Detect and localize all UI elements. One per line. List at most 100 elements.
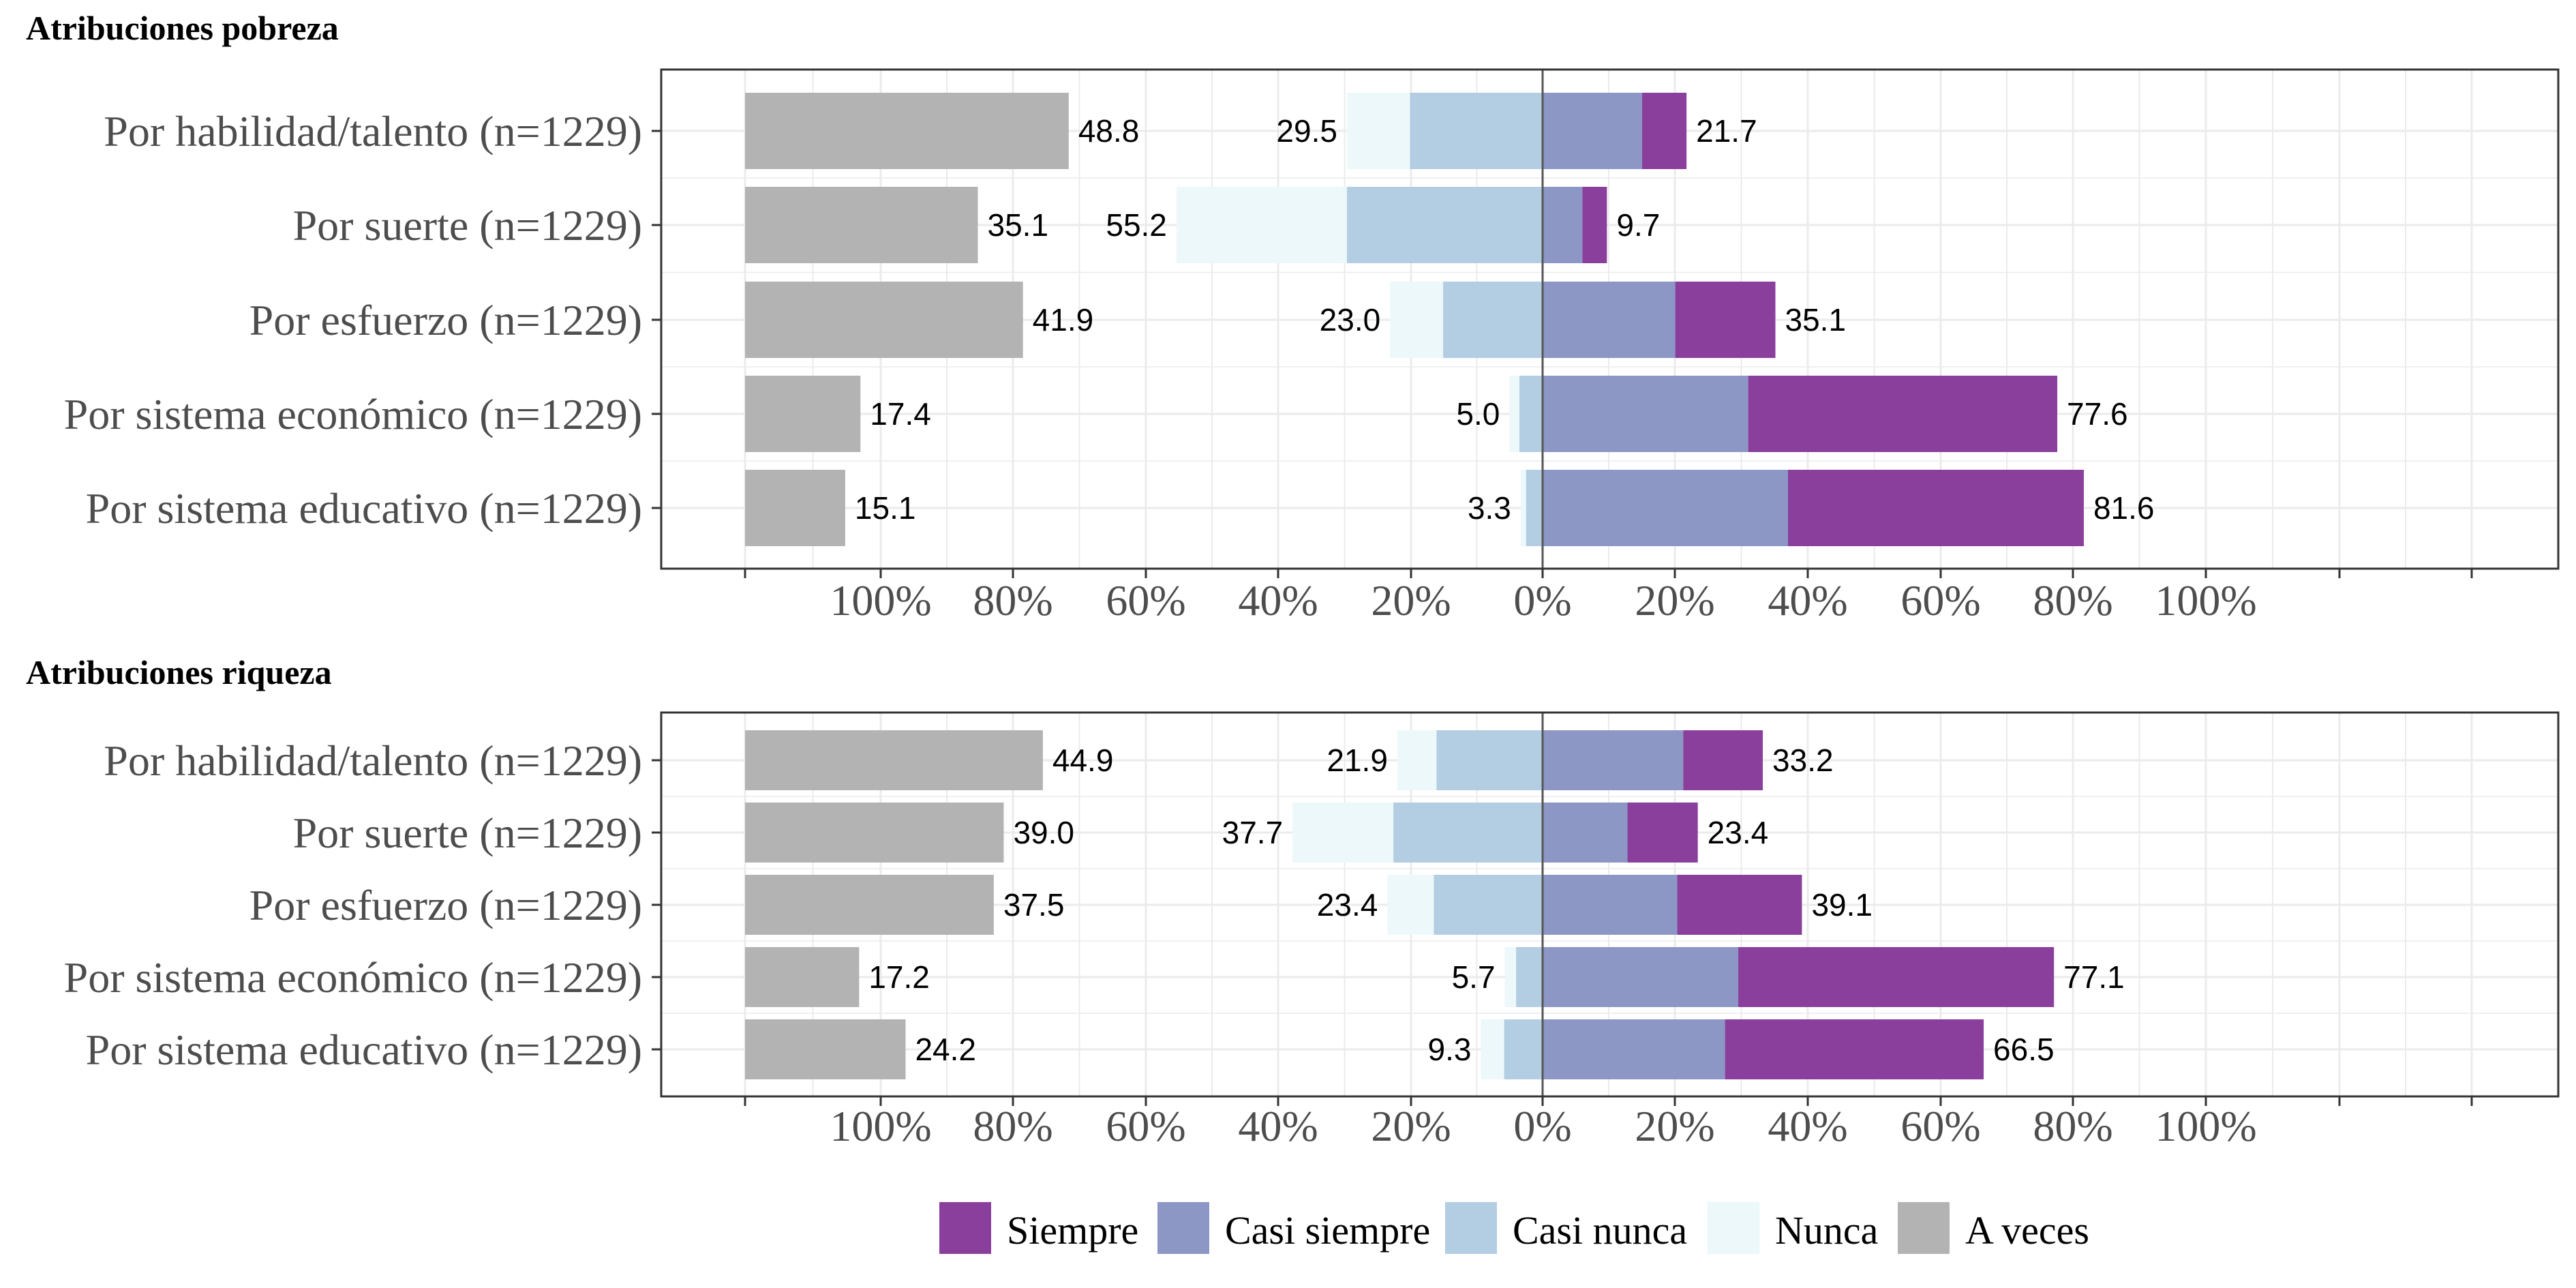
category-label: Por esfuerzo (n=1229) bbox=[249, 881, 642, 929]
legend-label: Casi nunca bbox=[1513, 1208, 1687, 1253]
panel-title: Atribuciones riqueza bbox=[26, 653, 332, 691]
value-label-positive: 77.6 bbox=[2067, 396, 2128, 432]
value-label-negative: 23.4 bbox=[1317, 887, 1378, 923]
category-label: Por habilidad/talento (n=1229) bbox=[104, 107, 642, 155]
value-label-negative: 55.2 bbox=[1106, 207, 1167, 243]
legend-swatch bbox=[1898, 1202, 1950, 1254]
category-label: Por sistema económico (n=1229) bbox=[64, 390, 642, 438]
x-tick-label: 20% bbox=[1371, 576, 1451, 625]
legend-swatch bbox=[1445, 1202, 1497, 1254]
bar-casi-siempre bbox=[1543, 1019, 1725, 1079]
x-tick-label: 80% bbox=[973, 1102, 1052, 1150]
x-tick-label: 80% bbox=[2033, 576, 2112, 625]
legend-label: Casi siempre bbox=[1225, 1208, 1430, 1253]
bar-casi-siempre bbox=[1543, 730, 1684, 790]
value-label-neutral: 24.2 bbox=[915, 1032, 976, 1067]
bar-nunca bbox=[1176, 187, 1347, 263]
bar-nunca bbox=[1390, 282, 1444, 358]
bar-nunca bbox=[1509, 376, 1519, 452]
x-axis-ticks-layer: 100% 80% 60% 40% 20% 0% 20% 40% 60% 80% 100% bbox=[744, 1096, 2473, 1150]
x-tick-label: 40% bbox=[1768, 1102, 1847, 1150]
bar-nunca bbox=[1481, 1019, 1504, 1079]
value-label-positive: 9.7 bbox=[1616, 207, 1660, 243]
legend-swatch bbox=[1157, 1202, 1209, 1254]
bars-layer bbox=[660, 711, 2560, 1098]
x-tick-label: 40% bbox=[1238, 1102, 1318, 1150]
bar-a-veces bbox=[745, 470, 845, 546]
bar-casi-nunca bbox=[1519, 376, 1543, 452]
category-label: Por suerte (n=1229) bbox=[293, 809, 642, 857]
value-label-negative: 3.3 bbox=[1468, 490, 1511, 526]
x-tick-label: 20% bbox=[1371, 1102, 1451, 1150]
bar-casi-siempre bbox=[1543, 803, 1628, 863]
value-label-negative: 5.0 bbox=[1456, 396, 1500, 432]
bar-a-veces bbox=[745, 1019, 906, 1079]
bar-nunca bbox=[1397, 730, 1437, 790]
panel-pobreza: Atribuciones pobreza 21.7 29.5 48.8 9.7 55.2… bbox=[26, 9, 2560, 625]
bar-casi-nunca bbox=[1504, 1019, 1543, 1079]
value-label-negative: 37.7 bbox=[1222, 815, 1284, 850]
x-tick-label: 20% bbox=[1635, 576, 1714, 625]
bar-siempre bbox=[1627, 803, 1698, 863]
bar-nunca bbox=[1346, 93, 1410, 169]
x-tick-label: 0% bbox=[1513, 576, 1571, 625]
panel-riqueza: Atribuciones riqueza 33.2 21.9 44.9 23.4 37.… bbox=[26, 653, 2560, 1150]
bar-casi-siempre bbox=[1543, 282, 1676, 358]
bars-layer bbox=[660, 68, 2560, 570]
bar-siempre bbox=[1738, 947, 2055, 1007]
category-label: Por habilidad/talento (n=1229) bbox=[104, 736, 642, 785]
value-label-neutral: 17.4 bbox=[870, 396, 931, 432]
x-tick-label: 100% bbox=[2155, 576, 2256, 625]
value-label-negative: 21.9 bbox=[1327, 743, 1388, 778]
bar-siempre bbox=[1748, 376, 2058, 452]
x-tick-label: 80% bbox=[973, 576, 1052, 625]
bar-a-veces bbox=[745, 803, 1004, 863]
legend-swatch bbox=[1707, 1201, 1760, 1255]
bar-siempre bbox=[1788, 470, 2084, 546]
bar-casi-nunca bbox=[1410, 93, 1543, 169]
bar-siempre bbox=[1725, 1019, 1984, 1079]
legend-label: Nunca bbox=[1775, 1208, 1878, 1253]
category-label: Por sistema educativo (n=1229) bbox=[86, 484, 642, 533]
bar-casi-nunca bbox=[1516, 947, 1543, 1007]
x-tick-label: 100% bbox=[830, 1102, 931, 1150]
value-label-neutral: 35.1 bbox=[988, 207, 1049, 243]
bar-a-veces bbox=[745, 875, 994, 935]
value-label-positive: 21.7 bbox=[1696, 113, 1757, 149]
bar-casi-siempre bbox=[1543, 93, 1642, 169]
value-label-negative: 9.3 bbox=[1428, 1032, 1472, 1067]
bar-casi-siempre bbox=[1543, 875, 1678, 935]
x-axis-ticks-layer: 100% 80% 60% 40% 20% 0% 20% 40% 60% 80% 100% bbox=[744, 569, 2473, 625]
category-label: Por suerte (n=1229) bbox=[293, 201, 642, 250]
bar-a-veces bbox=[745, 947, 860, 1007]
bar-siempre bbox=[1683, 730, 1763, 790]
category-label: Por esfuerzo (n=1229) bbox=[249, 296, 642, 344]
bar-casi-nunca bbox=[1434, 875, 1543, 935]
x-tick-label: 80% bbox=[2033, 1102, 2112, 1150]
bar-siempre bbox=[1675, 282, 1776, 358]
bar-nunca bbox=[1504, 947, 1517, 1007]
legend-swatch bbox=[939, 1202, 991, 1254]
value-label-positive: 23.4 bbox=[1708, 815, 1769, 850]
value-label-positive: 81.6 bbox=[2093, 490, 2155, 526]
value-labels-layer: 33.2 21.9 44.9 23.4 37.7 39.0 39.1 23.4 37.5 77.1… bbox=[868, 743, 2124, 1067]
bar-casi-siempre bbox=[1543, 376, 1748, 452]
legend-label: Siempre bbox=[1007, 1208, 1138, 1253]
value-label-neutral: 48.8 bbox=[1078, 113, 1140, 149]
value-label-positive: 66.5 bbox=[1993, 1032, 2055, 1067]
value-label-neutral: 17.2 bbox=[868, 959, 930, 995]
value-label-positive: 33.2 bbox=[1772, 743, 1834, 778]
bar-casi-nunca bbox=[1346, 187, 1543, 263]
value-label-negative: 29.5 bbox=[1276, 113, 1337, 149]
bar-casi-siempre bbox=[1543, 470, 1789, 546]
bar-casi-siempre bbox=[1543, 947, 1739, 1007]
x-tick-label: 60% bbox=[1106, 1102, 1185, 1150]
value-label-neutral: 41.9 bbox=[1033, 302, 1094, 338]
value-label-neutral: 44.9 bbox=[1052, 743, 1114, 778]
x-tick-label: 60% bbox=[1900, 1102, 1980, 1150]
value-label-positive: 39.1 bbox=[1811, 887, 1873, 923]
x-tick-label: 40% bbox=[1238, 576, 1318, 625]
x-tick-label: 60% bbox=[1900, 576, 1980, 625]
category-label: Por sistema educativo (n=1229) bbox=[86, 1025, 642, 1074]
bar-a-veces bbox=[745, 282, 1023, 358]
